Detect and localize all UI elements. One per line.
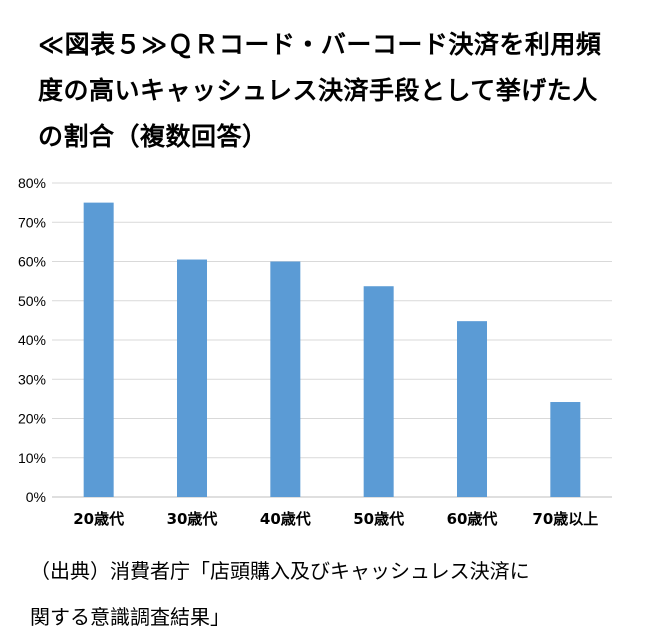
x-tick-label: 60歳代 <box>447 510 498 528</box>
bar <box>177 259 207 497</box>
y-tick-label: 20% <box>18 411 46 427</box>
y-tick-label: 70% <box>18 214 46 230</box>
bar <box>270 261 301 497</box>
x-tick-label: 20歳代 <box>73 510 124 528</box>
y-tick-label: 60% <box>18 254 46 270</box>
bar <box>550 402 581 497</box>
source-note-line-2: 関する意識調査結果」 <box>30 605 230 629</box>
chart-title-line-3: の割合（複数回答） <box>38 122 268 151</box>
x-tick-label: 30歳代 <box>167 510 218 528</box>
chart-title-line-1: ≪図表５≫ＱＲコード・バーコード決済を利用頻 <box>38 30 602 59</box>
bar-chart: 0% 10% 20% 30% 40% 50% 60% 70% 80% 20歳代 30歳代 40歳代 50… <box>18 175 612 528</box>
chart-title-line-2: 度の高いキャッシュレス決済手段として挙げた人 <box>38 76 598 105</box>
y-tick-label: 40% <box>18 332 46 348</box>
y-tick-label: 10% <box>18 450 46 466</box>
bar <box>363 286 394 497</box>
bar <box>457 321 487 497</box>
y-tick-label: 50% <box>18 293 46 309</box>
bar <box>83 202 114 497</box>
y-tick-label: 80% <box>18 175 46 191</box>
source-note: （出典）消費者庁「店頭購入及びキャッシュレス決済に 関する意識調査結果」 <box>30 548 630 640</box>
source-note-line-1: （出典）消費者庁「店頭購入及びキャッシュレス決済に <box>30 559 530 583</box>
x-tick-label: 40歳代 <box>260 510 311 528</box>
x-tick-label: 70歳以上 <box>532 510 598 528</box>
y-tick-label: 30% <box>18 371 46 387</box>
y-tick-label: 0% <box>26 489 46 505</box>
chart-title: ≪図表５≫ＱＲコード・バーコード決済を利用頻 度の高いキャッシュレス決済手段とし… <box>38 22 638 160</box>
x-tick-label: 50歳代 <box>353 510 404 528</box>
